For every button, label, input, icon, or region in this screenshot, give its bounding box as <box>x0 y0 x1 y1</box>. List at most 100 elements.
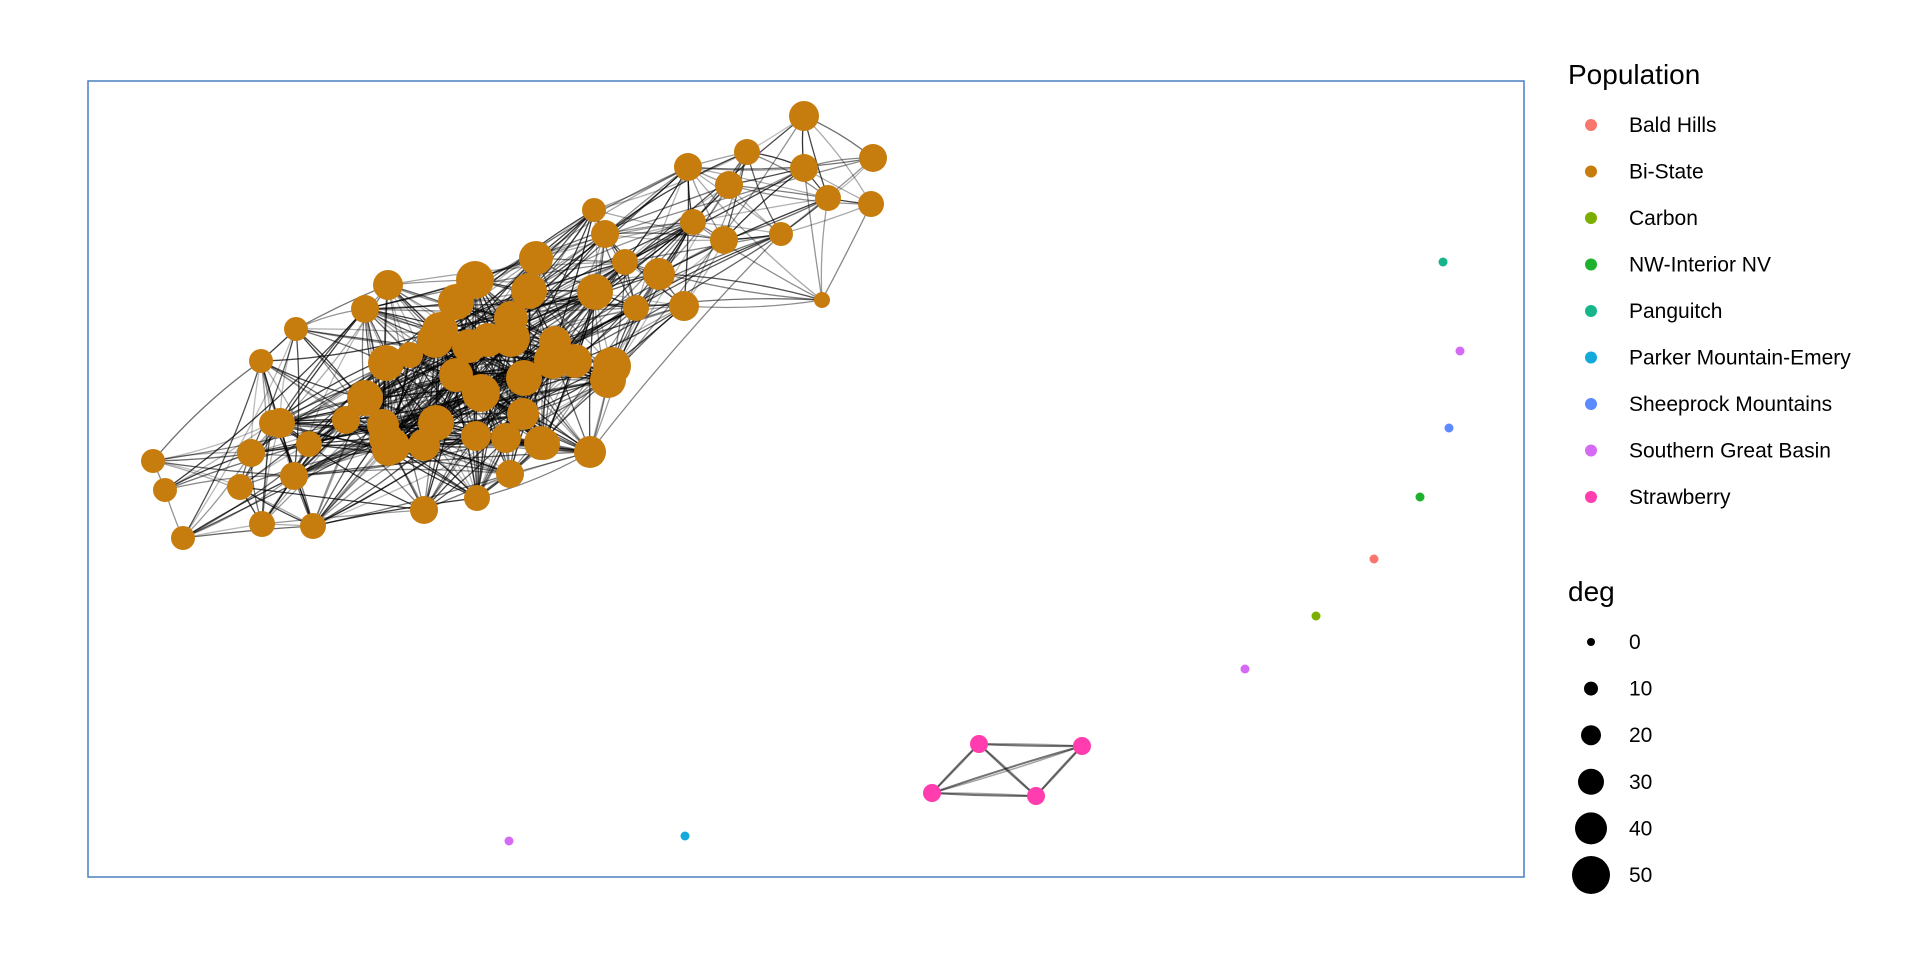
edge <box>803 167 823 301</box>
edge <box>164 443 310 491</box>
edge <box>182 328 297 539</box>
node-bi-state <box>332 406 360 434</box>
population-legend-key <box>1585 119 1597 131</box>
node-bi-state <box>507 398 539 430</box>
edge <box>387 261 626 286</box>
edge <box>279 308 366 424</box>
edge <box>658 197 829 275</box>
degree-legend-label: 50 <box>1629 864 1652 887</box>
edge <box>279 413 524 428</box>
degree-legend: deg 0 10 20 30 40 50 <box>1568 576 1652 894</box>
node-bi-state <box>369 421 403 455</box>
degree-legend-label: 10 <box>1629 678 1652 701</box>
degree-legend-key <box>1587 638 1595 646</box>
node-bi-state <box>347 380 383 416</box>
node-bi-state <box>296 431 322 457</box>
edge <box>260 360 268 525</box>
edge <box>624 233 782 263</box>
node-nw-interior-nv <box>1415 492 1425 502</box>
node-carbon <box>1311 611 1321 621</box>
population-legend-label: Sheeprock Mountains <box>1629 393 1832 416</box>
edge <box>250 328 297 454</box>
node-bi-state <box>464 485 490 511</box>
node-bi-state <box>284 317 308 341</box>
degree-legend-label: 20 <box>1629 724 1652 747</box>
edge <box>604 233 782 242</box>
edge <box>312 362 387 527</box>
node-bi-state <box>815 185 841 211</box>
node-bi-state <box>623 295 649 321</box>
edge <box>728 184 872 205</box>
node-bi-state <box>680 209 706 235</box>
degree-legend-key <box>1581 725 1601 746</box>
node-parker-mountain-emery <box>680 831 690 841</box>
population-legend-label: Bi-State <box>1629 161 1704 184</box>
edge <box>683 166 690 307</box>
edge <box>510 305 685 339</box>
population-legend-key <box>1585 165 1597 178</box>
node-bald-hills <box>1369 554 1379 564</box>
node-sheeprock-mountains <box>1444 423 1454 433</box>
node-panguitch <box>1438 257 1448 267</box>
edge <box>434 339 478 499</box>
node-strawberry <box>1073 737 1091 755</box>
degree-legend-items: 0 10 20 30 40 50 <box>1572 631 1652 894</box>
edge <box>589 233 782 453</box>
degree-legend-title: deg <box>1568 576 1615 607</box>
population-legend-key <box>1585 212 1597 224</box>
edge <box>978 743 1083 748</box>
edge <box>152 460 295 477</box>
degree-legend-key <box>1584 681 1598 696</box>
edge <box>528 221 694 292</box>
node-bi-state <box>491 423 521 453</box>
node-bi-state <box>373 270 403 300</box>
node-bi-state <box>461 421 491 451</box>
node-bi-state <box>582 198 606 222</box>
node-bi-state <box>734 139 760 165</box>
node-bi-state <box>643 258 675 290</box>
edge <box>611 221 694 367</box>
degree-legend-label: 40 <box>1629 817 1652 840</box>
edge <box>152 422 273 462</box>
panel-border <box>87 80 1525 878</box>
edge <box>182 419 347 539</box>
edge <box>364 308 478 499</box>
node-bi-state <box>519 241 553 275</box>
edge <box>293 328 300 477</box>
node-bi-state <box>859 144 887 172</box>
degree-legend-label: 0 <box>1629 631 1641 654</box>
node-bi-state <box>462 374 500 412</box>
nodes <box>141 101 1465 846</box>
edge <box>152 360 262 462</box>
node-bi-state <box>153 478 177 502</box>
node-bi-state <box>612 249 638 275</box>
node-bi-state <box>259 410 285 436</box>
population-legend-title: Population <box>1568 59 1700 90</box>
edge <box>593 151 748 211</box>
node-bi-state <box>591 220 619 248</box>
node-strawberry <box>1027 787 1045 805</box>
edge <box>820 197 829 301</box>
node-bi-state <box>790 154 818 182</box>
population-legend-label: Panguitch <box>1629 300 1722 323</box>
node-bi-state <box>249 511 275 537</box>
node-southern-great-basin <box>504 836 514 846</box>
edge <box>604 151 748 235</box>
node-bi-state <box>789 101 819 131</box>
edge <box>687 166 829 199</box>
edge <box>931 792 1037 797</box>
population-legend-label: Carbon <box>1629 207 1698 230</box>
node-bi-state <box>858 191 884 217</box>
node-bi-state <box>439 358 473 392</box>
edge <box>821 203 872 301</box>
edge <box>978 743 1037 797</box>
population-legend-label: Bald Hills <box>1629 114 1717 137</box>
node-bi-state <box>590 362 626 398</box>
edge <box>312 392 482 527</box>
node-bi-state <box>171 526 195 550</box>
node-bi-state <box>280 462 308 490</box>
node-bi-state <box>438 284 474 320</box>
node-bi-state <box>227 474 253 500</box>
